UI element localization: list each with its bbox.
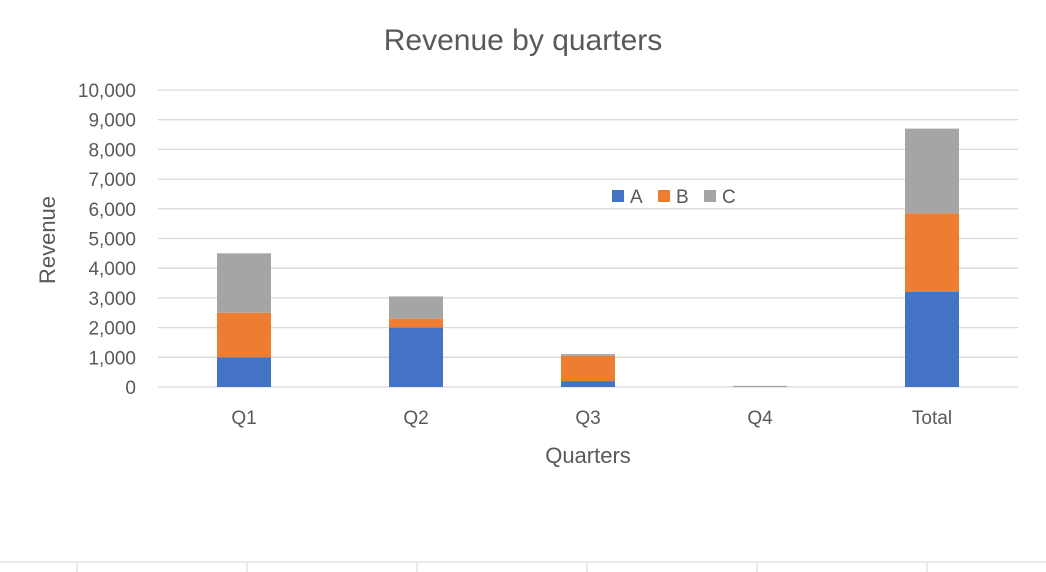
bar-A-Total bbox=[905, 291, 959, 387]
bar-C-Q3 bbox=[561, 354, 615, 356]
legend-label-B: B bbox=[676, 187, 689, 208]
x-tick-label: Q1 bbox=[231, 408, 256, 429]
legend-swatch-A bbox=[612, 190, 624, 202]
bar-A-Q3 bbox=[561, 381, 615, 387]
bar-C-Q4 bbox=[733, 385, 787, 387]
x-tick-label: Q4 bbox=[747, 408, 773, 429]
legend-label-C: C bbox=[722, 187, 736, 208]
y-tick-label: 3,000 bbox=[88, 289, 136, 310]
y-tick-label: 9,000 bbox=[88, 111, 136, 132]
y-tick-label: 8,000 bbox=[88, 140, 136, 161]
y-tick-label: 2,000 bbox=[88, 319, 136, 340]
y-tick-label: 6,000 bbox=[88, 200, 136, 221]
y-tick-label: 7,000 bbox=[88, 170, 136, 191]
x-tick-label: Q2 bbox=[403, 408, 428, 429]
legend-swatch-B bbox=[658, 190, 670, 202]
y-tick-label: 5,000 bbox=[88, 230, 136, 251]
bar-A-Q1 bbox=[217, 357, 271, 387]
x-tick-label: Total bbox=[912, 408, 952, 429]
y-axis-label: Revenue bbox=[35, 196, 60, 284]
spreadsheet-grid bbox=[0, 561, 1046, 572]
y-tick-label: 1,000 bbox=[88, 348, 136, 369]
legend-label-A: A bbox=[630, 187, 643, 208]
x-tick-label: Q3 bbox=[575, 408, 600, 429]
legend-swatch-C bbox=[704, 190, 716, 202]
y-tick-label: 10,000 bbox=[78, 81, 136, 102]
bar-B-Q1 bbox=[217, 312, 271, 358]
bar-A-Q2 bbox=[389, 327, 443, 387]
bar-B-Q3 bbox=[561, 355, 615, 382]
bar-B-Q2 bbox=[389, 318, 443, 328]
x-axis-label: Quarters bbox=[545, 443, 631, 468]
bar-C-Q2 bbox=[389, 296, 443, 319]
legend: A B C bbox=[612, 187, 736, 208]
bar-C-Total bbox=[905, 128, 959, 214]
y-tick-label: 4,000 bbox=[88, 259, 136, 280]
bar-C-Q1 bbox=[217, 253, 271, 313]
y-tick-label: 0 bbox=[125, 378, 136, 399]
bar-B-Total bbox=[905, 213, 959, 292]
chart-title: Revenue by quarters bbox=[384, 24, 663, 57]
